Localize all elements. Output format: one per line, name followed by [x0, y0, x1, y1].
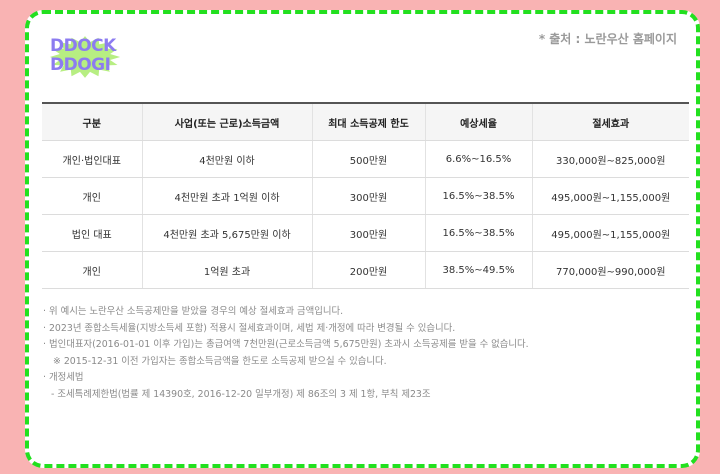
- logo-badge-shape: [49, 36, 121, 78]
- footnote-item: · 위 예시는 노란우산 소득공제만을 받았을 경우의 예상 절세효과 금액입니…: [43, 306, 344, 317]
- cell-tax-savings: 330,000원~825,000원: [532, 140, 689, 178]
- footnote-item: · 개정세법: [43, 372, 84, 383]
- logo-line-1: DDOCK: [50, 36, 116, 56]
- cell-deduction-limit: 500만원: [312, 140, 426, 178]
- footnote-item: · 2023년 종합소득세율(지방소득세 포함) 적용시 절세효과이며, 세법 …: [43, 322, 456, 334]
- col-header-deduction-limit: 최대 소득공제 한도: [312, 103, 426, 141]
- footnotes: · 위 예시는 노란우산 소득공제만을 받았을 경우의 예상 절세효과 금액입니…: [43, 304, 683, 403]
- col-header-income: 사업(또는 근로)소득금액: [142, 103, 313, 141]
- footnote-item: · 법인대표자(2016-01-01 이후 가입)는 총급여액 7천만원(근로소…: [43, 339, 529, 350]
- cell-income: 4천만원 초과 5,675만원 이하: [142, 214, 313, 252]
- cell-tax-savings: 770,000원~990,000원: [532, 251, 689, 289]
- cell-category: 개인: [42, 177, 143, 215]
- cell-deduction-limit: 200만원: [312, 251, 426, 289]
- cell-income: 4천만원 이하: [142, 140, 313, 178]
- footnote-subnote: ※ 2015-12-31 이전 가입자는 종합소득금액을 한도로 소득공제 받으…: [53, 355, 387, 367]
- cell-tax-savings: 495,000원~1,155,000원: [532, 177, 689, 215]
- col-header-tax-savings: 절세효과: [532, 103, 689, 141]
- cell-tax-rate: 16.5%~38.5%: [425, 214, 533, 252]
- col-header-category: 구분: [42, 103, 143, 141]
- table-row: 개인 1억원 초과 200만원 38.5%~49.5% 770,000원~990…: [42, 251, 689, 289]
- cell-tax-rate: 38.5%~49.5%: [425, 251, 533, 289]
- col-header-tax-rate: 예상세율: [425, 103, 533, 141]
- cell-income: 1억원 초과: [142, 251, 313, 289]
- footnote-subnote: - 조세특례제한법(법률 제 14390호, 2016-12-20 일부개정) …: [51, 388, 431, 400]
- cell-category: 개인: [42, 251, 143, 289]
- cell-tax-rate: 6.6%~16.5%: [425, 140, 533, 178]
- table-header-row: 구분 사업(또는 근로)소득금액 최대 소득공제 한도 예상세율 절세효과: [42, 103, 689, 141]
- content-card: DDOCK DDOGI * 출처 : 노란우산 홈페이지 구분 사업(또는 근로…: [25, 10, 700, 468]
- tax-benefit-table: 구분 사업(또는 근로)소득금액 최대 소득공제 한도 예상세율 절세효과 개인…: [42, 102, 689, 289]
- source-caption: * 출처 : 노란우산 홈페이지: [538, 32, 677, 46]
- cell-tax-savings: 495,000원~1,155,000원: [532, 214, 689, 252]
- logo-text: DDOCK DDOGI: [50, 37, 130, 75]
- cell-category: 개인·법인대표: [42, 140, 143, 178]
- brand-logo: DDOCK DDOGI: [47, 36, 127, 80]
- table-row: 개인·법인대표 4천만원 이하 500만원 6.6%~16.5% 330,000…: [42, 140, 689, 178]
- cell-tax-rate: 16.5%~38.5%: [425, 177, 533, 215]
- cell-category: 법인 대표: [42, 214, 143, 252]
- table-row: 개인 4천만원 초과 1억원 이하 300만원 16.5%~38.5% 495,…: [42, 177, 689, 215]
- cell-income: 4천만원 초과 1억원 이하: [142, 177, 313, 215]
- cell-deduction-limit: 300만원: [312, 177, 426, 215]
- table-row: 법인 대표 4천만원 초과 5,675만원 이하 300만원 16.5%~38.…: [42, 214, 689, 252]
- logo-line-2: DDOGI: [50, 55, 111, 75]
- cell-deduction-limit: 300만원: [312, 214, 426, 252]
